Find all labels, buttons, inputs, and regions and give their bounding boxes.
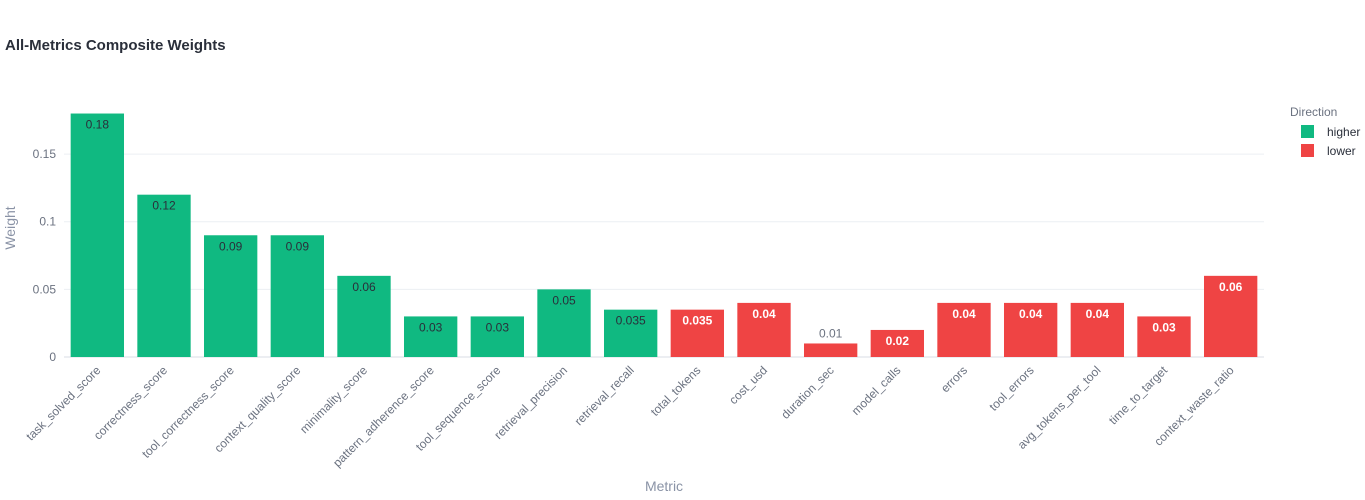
y-tick-label: 0.1	[39, 215, 56, 229]
legend-label-higher[interactable]: higher	[1327, 125, 1360, 139]
bar-value-label: 0.18	[86, 118, 110, 132]
bar-value-label: 0.035	[682, 314, 712, 328]
bar-task_solved_score[interactable]	[70, 113, 124, 358]
bar-cost_usd[interactable]	[737, 302, 791, 357]
bars: 0.18 0.12 0.09 0.09 0.06 0.03 0.03 0.05 0.035 0.0…	[70, 113, 1258, 358]
bar-context_waste_ratio[interactable]	[1204, 275, 1258, 357]
bar-value-label: 0.04	[1019, 307, 1043, 321]
y-tick-label: 0	[49, 350, 56, 364]
bar-value-label: 0.05	[552, 293, 576, 307]
bar-total_tokens[interactable]	[670, 309, 724, 357]
bar-retrieval_precision[interactable]	[537, 289, 591, 357]
bar-value-label: 0.01	[819, 326, 843, 340]
chart-title: All-Metrics Composite Weights	[5, 37, 226, 54]
bar-time_to_target[interactable]	[1137, 316, 1191, 357]
bar-value-label: 0.06	[352, 280, 376, 294]
legend-swatch-higher[interactable]	[1301, 125, 1314, 138]
y-axis-title: Weight	[2, 206, 18, 249]
bar-value-label: 0.035	[616, 314, 646, 328]
bar-duration_sec[interactable]	[804, 343, 858, 357]
x-axis-title: Metric	[645, 478, 683, 494]
bar-value-label: 0.03	[419, 320, 443, 334]
legend-swatch-lower[interactable]	[1301, 144, 1314, 157]
x-tick-label: retrieval_recall	[572, 363, 637, 428]
bar-value-label: 0.12	[152, 199, 176, 213]
y-tick-label: 0.05	[33, 282, 57, 296]
x-tick-label: tool_errors	[986, 363, 1036, 413]
bar-value-label: 0.04	[1086, 307, 1110, 321]
x-tick-label: total_tokens	[648, 363, 704, 419]
x-tick-label: retrieval_precision	[491, 363, 570, 442]
bar-value-label: 0.04	[952, 307, 976, 321]
bar-tool_errors[interactable]	[1004, 302, 1058, 357]
bar-value-label: 0.09	[286, 239, 310, 253]
y-ticks: 0 0.05 0.1 0.15	[33, 147, 57, 364]
bar-tool_sequence_score[interactable]	[470, 316, 524, 357]
x-tick-label: model_calls	[849, 363, 904, 418]
y-tick-label: 0.15	[33, 147, 57, 161]
x-tick-label: duration_sec	[778, 363, 836, 421]
x-ticks: task_solved_scorecorrectness_scoretool_c…	[23, 363, 1237, 470]
bar-tool_correctness_score[interactable]	[204, 235, 258, 357]
bar-avg_tokens_per_tool[interactable]	[1070, 302, 1124, 357]
bar-value-label: 0.09	[219, 239, 243, 253]
grid-lines	[64, 153, 1264, 358]
bar-pattern_adherence_score[interactable]	[404, 316, 458, 357]
bar-value-label: 0.02	[886, 334, 910, 348]
x-tick-label: cost_usd	[726, 363, 770, 407]
bar-context_quality_score[interactable]	[270, 235, 324, 357]
x-tick-label: errors	[938, 363, 970, 395]
bar-model_calls[interactable]	[870, 329, 924, 357]
legend-title: Direction	[1290, 105, 1337, 119]
legend-label-lower[interactable]: lower	[1327, 144, 1356, 158]
bar-correctness_score[interactable]	[137, 194, 191, 357]
bar-value-label: 0.03	[1152, 320, 1176, 334]
bar-retrieval_recall[interactable]	[604, 309, 658, 357]
bar-errors[interactable]	[937, 302, 991, 357]
x-tick-label: minimality_score	[297, 363, 370, 436]
bar-value-label: 0.04	[752, 307, 776, 321]
bar-minimality_score[interactable]	[337, 275, 391, 357]
bar-value-label: 0.03	[486, 320, 510, 334]
legend: Direction higher lower	[1290, 105, 1360, 158]
bar-value-label: 0.06	[1219, 280, 1243, 294]
x-tick-label: time_to_target	[1106, 363, 1171, 428]
